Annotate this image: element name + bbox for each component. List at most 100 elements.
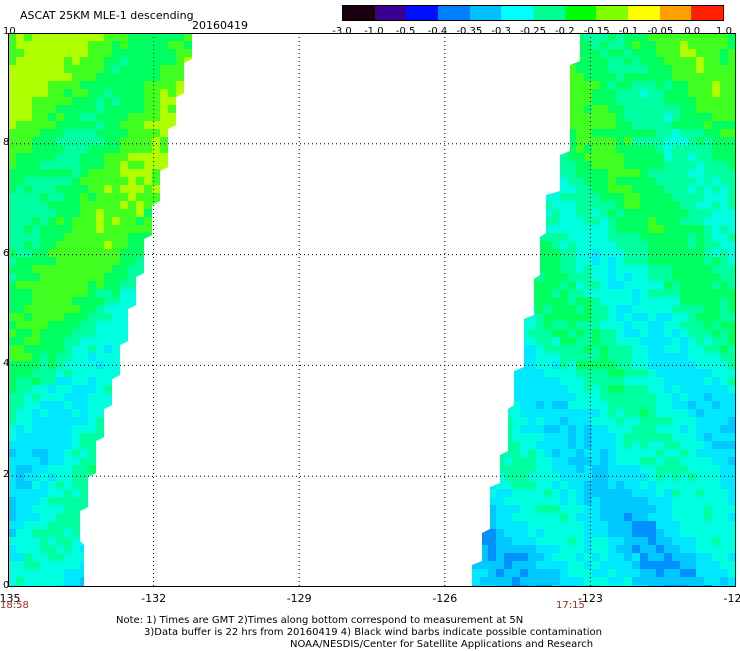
swath-cell [128, 81, 136, 89]
swath-cell [688, 73, 696, 81]
swath-cell [696, 137, 704, 145]
swath-cell [632, 137, 640, 145]
swath-cell [552, 473, 560, 481]
swath-cell [112, 289, 120, 297]
swath-cell [680, 249, 688, 257]
swath-cell [576, 553, 584, 561]
swath-cell [576, 113, 584, 121]
swath-cell [480, 393, 488, 401]
swath-cell [600, 433, 608, 441]
swath-cell [696, 305, 704, 313]
swath-cell [592, 465, 600, 473]
swath-cell [704, 553, 712, 561]
swath-cell [40, 473, 48, 481]
swath-cell [184, 121, 192, 129]
swath-cell [136, 89, 144, 97]
swath-cell [720, 257, 728, 265]
swath-cell [568, 345, 576, 353]
swath-cell [128, 441, 136, 449]
swath-cell [704, 393, 712, 401]
swath-cell [464, 481, 472, 489]
swath-cell [64, 313, 72, 321]
swath-cell [688, 225, 696, 233]
swath-cell [512, 161, 520, 169]
swath-cell [528, 553, 536, 561]
swath-cell [72, 81, 80, 89]
swath-cell [64, 305, 72, 313]
swath-cell [160, 241, 168, 249]
swath-cell [40, 409, 48, 417]
swath-cell [672, 185, 680, 193]
swath-cell [632, 449, 640, 457]
swath-cell [472, 169, 480, 177]
swath-cell [632, 377, 640, 385]
swath-cell [728, 513, 736, 521]
swath-cell [608, 129, 616, 137]
swath-cell [120, 241, 128, 249]
swath-cell [568, 233, 576, 241]
swath-cell [632, 457, 640, 465]
swath-cell [616, 105, 624, 113]
swath-cell [72, 289, 80, 297]
swath-cell [464, 521, 472, 529]
swath-cell [600, 273, 608, 281]
swath-cell [672, 265, 680, 273]
swath-cell [96, 545, 104, 553]
swath-cell [696, 433, 704, 441]
swath-cell [64, 169, 72, 177]
swath-cell [64, 529, 72, 537]
swath-cell [520, 233, 528, 241]
swath-cell [656, 201, 664, 209]
swath-cell [96, 561, 104, 569]
swath-cell [608, 113, 616, 121]
swath-cell [584, 489, 592, 497]
swath-cell [56, 569, 64, 577]
colorbar-segment [406, 6, 439, 20]
swath-cell [712, 153, 720, 161]
swath-cell [128, 105, 136, 113]
swath-cell [528, 161, 536, 169]
swath-cell [592, 113, 600, 121]
swath-cell [512, 257, 520, 265]
swath-cell [608, 289, 616, 297]
swath-cell [576, 153, 584, 161]
swath-cell [24, 457, 32, 465]
swath-cell [136, 393, 144, 401]
swath-cell [728, 377, 736, 385]
swath-cell [48, 89, 56, 97]
swath-cell [160, 473, 168, 481]
swath-cell [640, 137, 648, 145]
swath-cell [168, 417, 176, 425]
swath-cell [480, 153, 488, 161]
swath-cell [112, 393, 120, 401]
swath-cell [144, 305, 152, 313]
swath-cell [168, 505, 176, 513]
swath-cell [696, 537, 704, 545]
swath-cell [480, 161, 488, 169]
swath-cell [64, 233, 72, 241]
swath-cell [664, 97, 672, 105]
swath-cell [568, 401, 576, 409]
swath-cell [608, 329, 616, 337]
swath-cell [552, 553, 560, 561]
swath-cell [136, 137, 144, 145]
swath-cell [536, 369, 544, 377]
swath-cell [528, 345, 536, 353]
swath-cell [80, 345, 88, 353]
swath-cell [680, 193, 688, 201]
swath-cell [528, 57, 536, 65]
swath-cell [496, 489, 504, 497]
swath-cell [480, 65, 488, 73]
swath-cell [128, 281, 136, 289]
swath-cell [72, 273, 80, 281]
swath-cell [64, 377, 72, 385]
swath-cell [512, 449, 520, 457]
swath-cell [72, 161, 80, 169]
swath-cell [96, 385, 104, 393]
swath-cell [576, 297, 584, 305]
swath-cell [16, 497, 24, 505]
swath-cell [640, 401, 648, 409]
swath-cell [552, 249, 560, 257]
swath-cell [640, 129, 648, 137]
swath-cell [560, 289, 568, 297]
